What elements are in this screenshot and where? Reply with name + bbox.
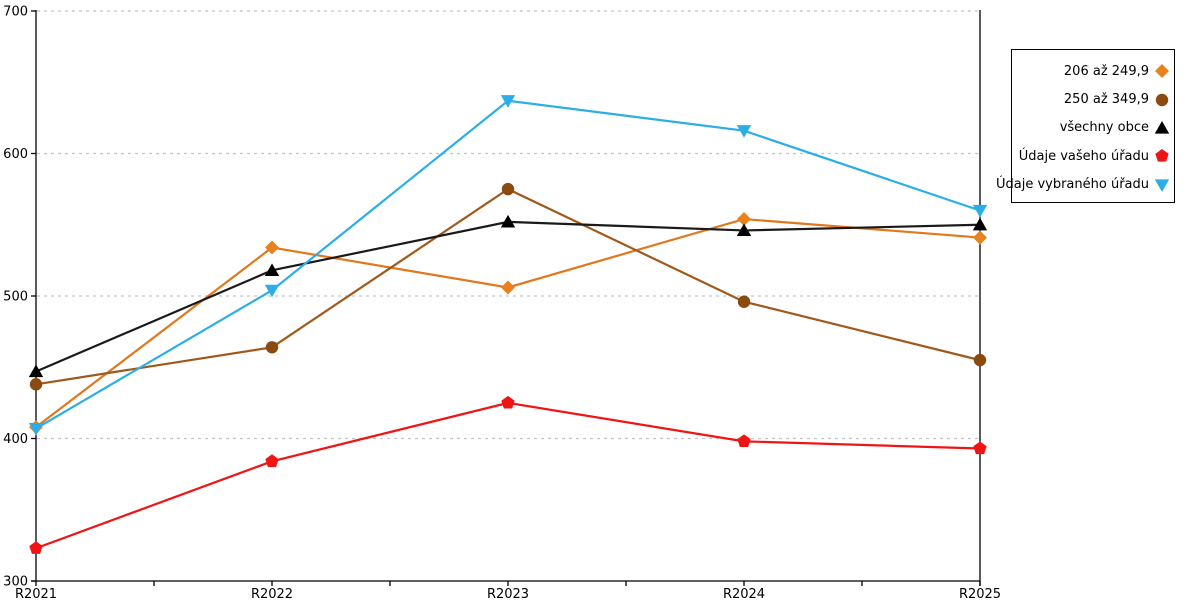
legend-label: všechny obce bbox=[1059, 120, 1149, 136]
data-point-marker bbox=[737, 212, 751, 227]
data-point-marker bbox=[501, 395, 515, 409]
triangle-up-icon bbox=[1154, 120, 1170, 134]
circle-marker bbox=[1155, 93, 1169, 106]
series-line bbox=[35, 220, 981, 373]
data-point-marker bbox=[500, 95, 516, 108]
data-point-marker bbox=[736, 223, 752, 237]
y-tick-label: 400 bbox=[3, 432, 28, 447]
series-triangle-up bbox=[28, 214, 988, 378]
data-point-marker bbox=[737, 434, 751, 448]
diamond-marker bbox=[1155, 64, 1169, 79]
data-point-marker bbox=[973, 353, 987, 367]
data-point-marker bbox=[972, 204, 988, 218]
y-tick-label: 700 bbox=[3, 5, 28, 20]
data-point-marker bbox=[264, 263, 280, 276]
data-point-marker bbox=[500, 214, 516, 228]
data-point-marker bbox=[265, 240, 279, 255]
x-tick-label: R2022 bbox=[251, 587, 293, 600]
circle-icon bbox=[1155, 93, 1169, 106]
x-tick-label: R2021 bbox=[15, 587, 57, 600]
x-tick-label: R2025 bbox=[959, 587, 1001, 600]
series-circle bbox=[29, 182, 987, 391]
triangle-down-icon bbox=[1154, 179, 1170, 192]
pentagon-marker bbox=[1155, 149, 1169, 163]
data-point-marker bbox=[737, 295, 751, 308]
data-point-marker bbox=[264, 284, 280, 298]
series-line bbox=[35, 99, 981, 430]
triangle-down-marker bbox=[1154, 179, 1170, 192]
legend-label: 250 až 349,9 bbox=[1063, 92, 1149, 108]
legend: 206 až 249,9 250 až 349,9 všechny obce Údaj… bbox=[996, 49, 1175, 203]
legend-item: 206 až 249,9 bbox=[1012, 57, 1174, 85]
data-point-marker bbox=[973, 441, 987, 455]
legend-label: Údaje vybraného úřadu bbox=[995, 177, 1149, 193]
data-point-marker bbox=[265, 454, 279, 467]
y-tick-label: 600 bbox=[3, 147, 28, 162]
data-point-marker bbox=[29, 541, 43, 554]
triangle-up-marker bbox=[1154, 120, 1170, 134]
diamond-icon bbox=[1155, 64, 1169, 79]
legend-item: Údaje vybraného úřadu bbox=[996, 171, 1174, 199]
data-point-marker bbox=[265, 341, 279, 354]
legend-item: všechny obce bbox=[1012, 114, 1174, 142]
legend-label: Údaje vašeho úřadu bbox=[1018, 148, 1149, 164]
data-point-marker bbox=[972, 217, 988, 231]
data-point-marker bbox=[501, 280, 515, 295]
data-point-marker bbox=[28, 364, 44, 378]
data-point-marker bbox=[736, 125, 752, 138]
data-point-marker bbox=[29, 378, 43, 391]
legend-label: 206 až 249,9 bbox=[1063, 63, 1149, 79]
data-point-marker bbox=[28, 422, 44, 436]
y-tick-label: 300 bbox=[3, 575, 28, 590]
pentagon-icon bbox=[1155, 149, 1169, 163]
series-pentagon bbox=[29, 395, 987, 554]
series-triangle-down bbox=[28, 95, 988, 436]
x-tick-label: R2023 bbox=[487, 587, 529, 600]
legend-item: Údaje vašeho úřadu bbox=[1012, 142, 1174, 170]
x-tick-label: R2024 bbox=[723, 587, 765, 600]
data-point-marker bbox=[973, 230, 987, 245]
series-line bbox=[35, 401, 981, 550]
y-tick-label: 500 bbox=[3, 290, 28, 305]
data-point-marker bbox=[501, 182, 515, 196]
legend-item: 250 až 349,9 bbox=[1012, 85, 1174, 113]
